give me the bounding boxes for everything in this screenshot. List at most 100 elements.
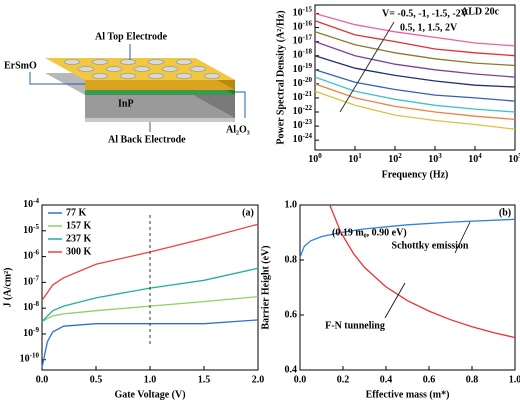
series-line <box>314 90 516 130</box>
series-line <box>314 40 516 78</box>
x-tick-label: 2.0 <box>252 374 265 385</box>
label: InP <box>118 98 134 109</box>
electrode <box>119 59 137 65</box>
x-tick-label: 100 <box>308 152 322 166</box>
legend-label: 77 K <box>66 207 87 218</box>
y-tick-label: 10-18 <box>293 47 313 61</box>
x-tick-label: 1.0 <box>144 374 157 385</box>
x-tick-label: 103 <box>428 152 442 166</box>
panel-label: (b) <box>499 207 511 218</box>
series-label: Schottky emission <box>392 240 469 251</box>
y-tick-label: 0.4 <box>285 364 298 375</box>
x-tick-label: 104 <box>468 152 482 166</box>
electrode <box>203 73 221 79</box>
y-tick-label: 10-24 <box>293 132 313 146</box>
oxide-front <box>85 90 235 95</box>
x-axis-label: Effective mass (m*) <box>366 389 450 400</box>
y-tick-label: 10-17 <box>293 33 313 47</box>
annotation: V= -0.5, -1, -1.5, -2V <box>382 8 469 19</box>
back-electrode <box>85 118 235 122</box>
series-line <box>41 267 259 323</box>
y-tick-label: 1.0 <box>285 199 298 210</box>
label: ErSmO <box>4 60 37 71</box>
legend-label: 157 K <box>66 220 92 231</box>
ersmo-front <box>85 80 235 90</box>
x-tick-label: 0.4 <box>380 374 393 385</box>
x-tick-label: 1.5 <box>198 374 211 385</box>
panel-label: (a) <box>242 207 254 218</box>
x-axis-label: Frequency (Hz) <box>382 169 449 180</box>
y-tick-label: 10-15 <box>293 5 313 19</box>
label: Al Top Electrode <box>95 31 168 42</box>
x-tick-label: 0.2 <box>337 374 350 385</box>
series-label: F-N tunneling <box>325 320 385 331</box>
pointer <box>454 221 471 254</box>
legend-label: 300 K <box>66 246 92 257</box>
legend-label: 237 K <box>66 233 92 244</box>
series-line <box>314 55 516 88</box>
electrode <box>105 66 123 72</box>
y-axis-label: Power Spectral Density (A²/Hz) <box>275 10 286 144</box>
annotation: ALD 20c <box>461 6 500 17</box>
arrow <box>339 21 395 113</box>
electrode <box>63 59 81 65</box>
y-tick-label: 10-21 <box>293 90 313 104</box>
device-schematic: ErSmO Al Top Electrode InP Al Back Elect… <box>4 31 250 145</box>
y-tick-label: 0.6 <box>285 309 298 320</box>
electrode <box>175 73 193 79</box>
inp-front <box>85 95 235 118</box>
series-line <box>41 295 259 323</box>
series-line <box>314 31 516 67</box>
label: Al₂O₃ <box>226 124 250 135</box>
pointer <box>384 282 406 319</box>
y-tick-label: 10-9 <box>23 326 39 340</box>
y-tick-label: 10-7 <box>23 274 39 288</box>
electrode <box>119 73 137 79</box>
x-tick-label: 0.0 <box>294 374 307 385</box>
y-tick-label: 10-20 <box>293 75 313 89</box>
y-tick-label: 10-16 <box>293 19 313 33</box>
electrode <box>133 66 151 72</box>
y-tick-label: 10-5 <box>23 222 39 236</box>
electrode <box>147 59 165 65</box>
plot-frame <box>299 204 516 371</box>
pointer <box>235 91 246 118</box>
series-line <box>329 205 516 339</box>
label: Al Back Electrode <box>108 134 186 145</box>
series-line <box>314 76 516 113</box>
y-tick-label: 10-19 <box>293 61 313 75</box>
pointer <box>29 72 85 85</box>
x-axis-label: Gate Voltage (V) <box>114 389 185 400</box>
electrode <box>189 66 207 72</box>
y-tick-label: 10-10 <box>20 351 40 365</box>
y-axis-label: J (A/cm²) <box>2 268 13 308</box>
electrode <box>175 59 193 65</box>
electrode <box>91 59 109 65</box>
x-tick-label: 105 <box>508 152 520 166</box>
electrode <box>161 66 179 72</box>
series-line <box>314 12 516 47</box>
series-line <box>314 69 516 102</box>
y-tick-label: 10-22 <box>293 104 313 118</box>
y-tick-label: 10-23 <box>293 118 313 132</box>
series-line <box>41 223 259 301</box>
y-axis-label: Barrier Height (eV) <box>260 245 271 329</box>
y-tick-label: 10-6 <box>23 248 39 262</box>
x-tick-label: 102 <box>388 152 402 166</box>
series-line <box>314 20 516 57</box>
x-tick-label: 0.6 <box>423 374 436 385</box>
series-line <box>41 319 259 368</box>
x-tick-label: 0.5 <box>90 374 103 385</box>
electrode <box>147 73 165 79</box>
x-tick-label: 0.0 <box>36 374 49 385</box>
annotation: (0.19 m₀, 0.90 eV) <box>332 227 407 238</box>
x-tick-label: 0.8 <box>466 374 479 385</box>
series-line <box>314 83 516 121</box>
series-line <box>299 218 516 258</box>
y-tick-label: 10-8 <box>23 300 39 314</box>
x-tick-label: 1.0 <box>509 374 520 385</box>
y-tick-label: 10-4 <box>23 197 39 211</box>
electrode <box>77 66 95 72</box>
x-tick-label: 101 <box>348 152 362 166</box>
